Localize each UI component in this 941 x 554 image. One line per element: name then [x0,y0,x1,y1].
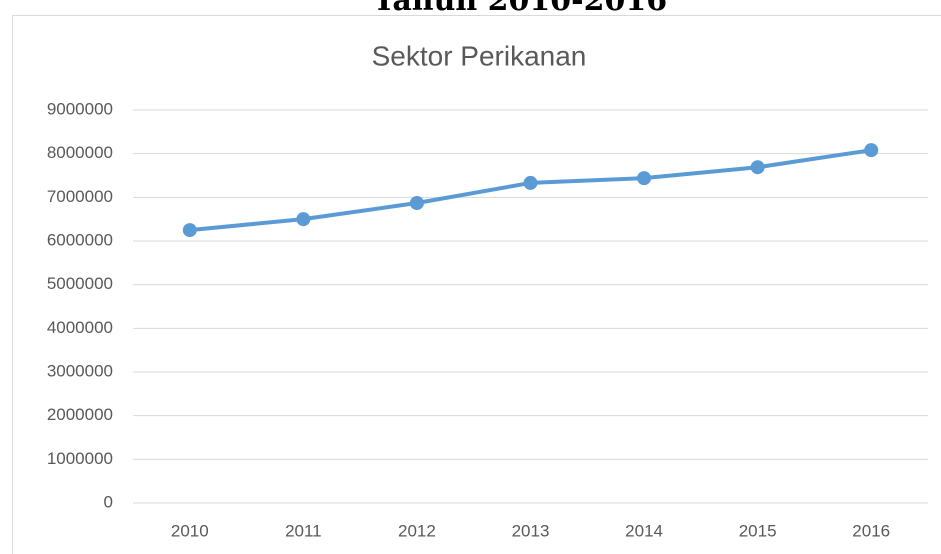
chart-title: Sektor Perikanan [372,40,587,71]
y-tick-label: 3000000 [47,361,113,380]
y-tick-label: 5000000 [47,274,113,293]
x-tick-label: 2015 [739,521,777,540]
y-tick-label: 1000000 [47,449,113,468]
y-tick-label: 8000000 [47,143,113,162]
data-point [750,160,765,175]
data-point [523,175,538,190]
page-heading: Tahun 2010-2016 [373,0,667,18]
x-tick-label: 2013 [512,521,550,540]
x-tick-label: 2014 [625,521,663,540]
data-point [409,196,424,211]
data-point [182,223,197,238]
y-tick-label: 0 [104,492,113,511]
x-tick-label: 2012 [398,521,436,540]
y-tick-label: 4000000 [47,318,113,337]
y-tick-label: 6000000 [47,230,113,249]
x-tick-label: 2010 [171,521,209,540]
y-tick-label: 7000000 [47,187,113,206]
x-tick-label: 2016 [852,521,890,540]
y-tick-label: 2000000 [47,405,113,424]
y-tick-label: 9000000 [47,99,113,118]
data-point [864,143,879,158]
data-point [637,171,652,186]
x-tick-label: 2011 [285,521,322,540]
data-point [296,212,311,227]
